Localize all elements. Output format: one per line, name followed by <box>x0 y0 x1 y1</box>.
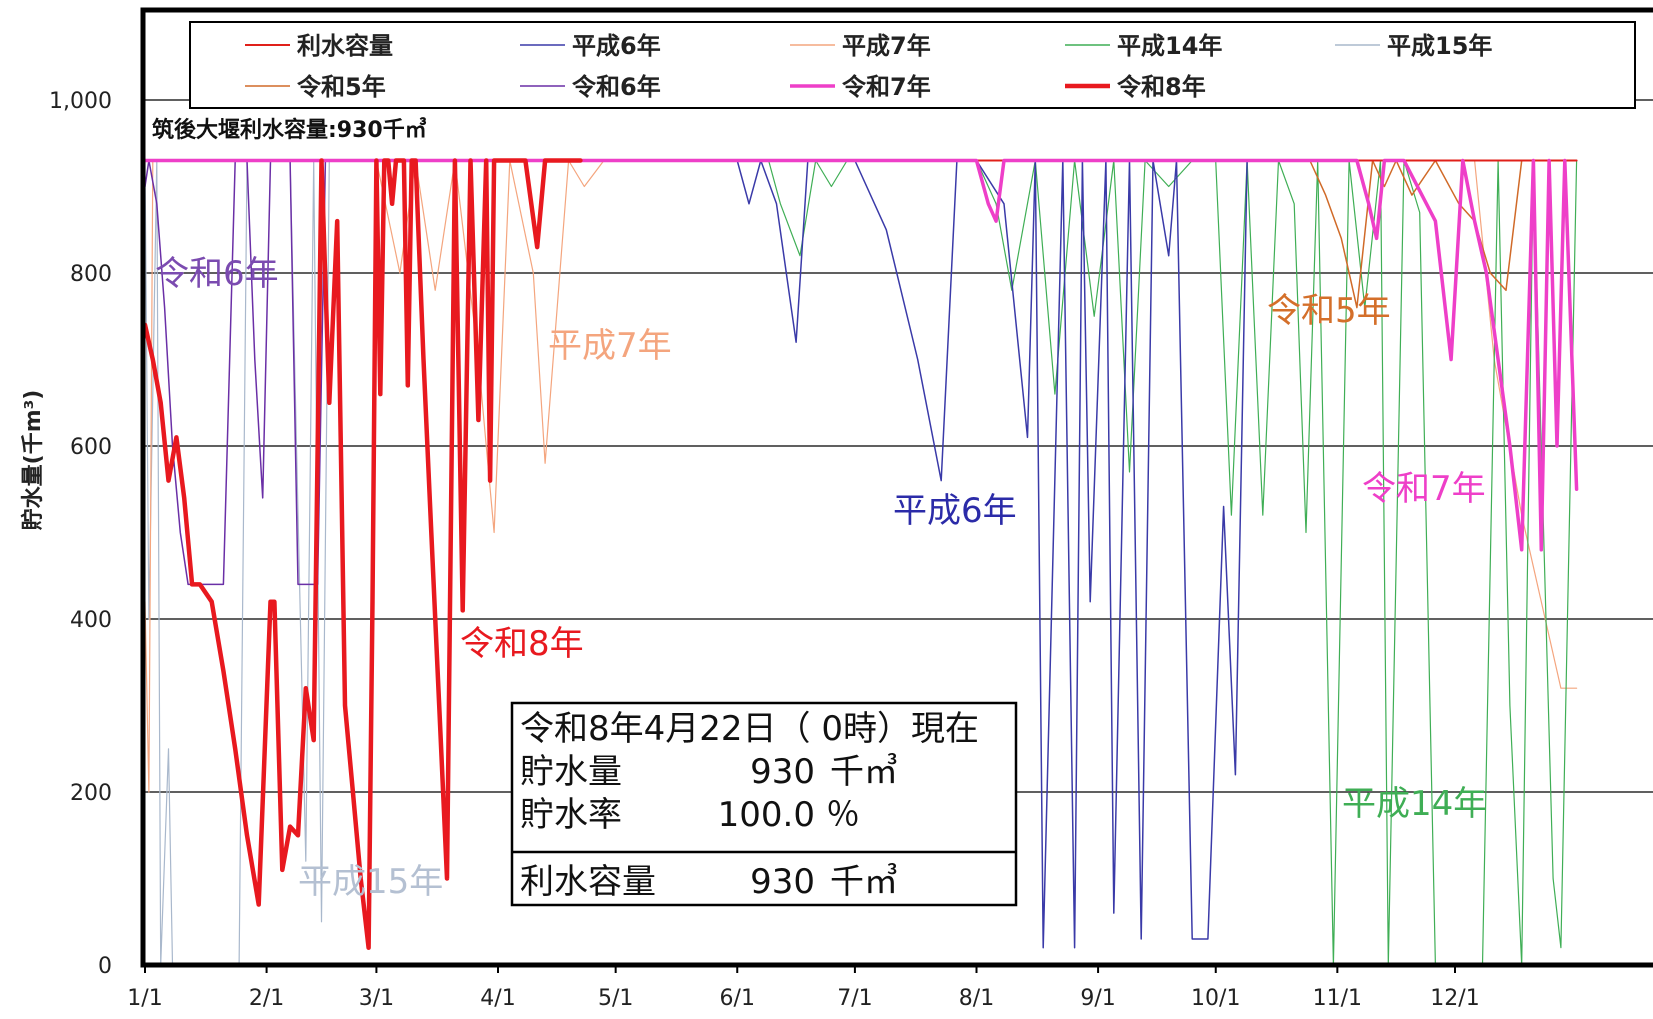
x-tick-label: 11/1 <box>1313 986 1362 1011</box>
info-storage-label: 貯水量 <box>520 752 622 792</box>
series-annotation: 平成14年 <box>1342 784 1487 824</box>
y-tick-label: 200 <box>70 781 112 806</box>
x-tick-label: 1/1 <box>127 986 162 1011</box>
legend-frame <box>189 21 1636 109</box>
y-tick-label: 0 <box>98 954 112 979</box>
y-tick-label: 600 <box>70 435 112 460</box>
x-tick-label: 2/1 <box>249 986 284 1011</box>
y-axis-label: 貯水量(千m³) <box>20 390 46 531</box>
legend-label-平成6年: 平成6年 <box>572 32 661 60</box>
series-line-令和5年 <box>144 159 1578 309</box>
legend-label-令和5年: 令和5年 <box>297 73 386 101</box>
x-tick-label: 6/1 <box>720 986 755 1011</box>
legend-label-令和8年: 令和8年 <box>1117 73 1206 101</box>
legend-label-令和6年: 令和6年 <box>572 73 661 101</box>
info-rate-label: 貯水率 <box>520 795 622 835</box>
y-tick-label: 1,000 <box>49 89 112 114</box>
info-box-frame <box>510 701 1018 907</box>
x-tick-label: 8/1 <box>959 986 994 1011</box>
legend-label-利水容量: 利水容量 <box>297 32 393 60</box>
info-storage-value: 930 <box>750 752 815 792</box>
x-tick-label: 4/1 <box>480 986 515 1011</box>
info-capacity-unit: 千㎥ <box>830 862 898 902</box>
series-annotation: 平成15年 <box>298 862 443 902</box>
y-tick-label: 400 <box>70 608 112 633</box>
series-annotation: 平成7年 <box>548 326 672 366</box>
info-box: 令和8年4月22日（ 0時）現在 貯水量 930 千㎥ 貯水率 100.0 ％ … <box>510 701 1018 907</box>
series-line-令和6年 <box>144 159 1578 586</box>
x-tick-label: 9/1 <box>1080 986 1115 1011</box>
info-capacity-label: 利水容量 <box>520 862 656 902</box>
info-rate-unit: ％ <box>826 795 860 835</box>
series-layer <box>143 158 1579 965</box>
legend-label-令和7年: 令和7年 <box>842 73 931 101</box>
y-tick-label: 800 <box>70 262 112 287</box>
capacity-caption: 筑後大堰利水容量:930千㎥ <box>152 117 427 143</box>
x-axis-ticks: 1/1 2/1 3/1 4/1 5/1 6/1 7/1 8/1 9/1 10/1 11/1 12/1 <box>127 965 1480 1011</box>
info-capacity-value: 930 <box>750 862 815 902</box>
x-tick-label: 10/1 <box>1191 986 1240 1011</box>
x-tick-label: 12/1 <box>1430 986 1479 1011</box>
plot-frame <box>140 7 1653 968</box>
series-annotation: 令和5年 <box>1267 291 1391 331</box>
x-tick-label: 3/1 <box>359 986 394 1011</box>
info-storage-unit: 千㎥ <box>830 752 898 792</box>
x-tick-label: 7/1 <box>837 986 872 1011</box>
legend-label-平成15年: 平成15年 <box>1387 32 1492 60</box>
info-rate-value: 100.0 <box>718 795 815 835</box>
series-annotation: 令和7年 <box>1362 469 1486 509</box>
series-annotation: 令和6年 <box>155 254 279 294</box>
legend-label-平成14年: 平成14年 <box>1117 32 1222 60</box>
series-line-平成14年 <box>144 159 1578 965</box>
x-tick-label: 5/1 <box>598 986 633 1011</box>
legend-label-平成7年: 平成7年 <box>842 32 931 60</box>
series-line-令和7年 <box>143 158 1579 552</box>
y-axis-ticks: 0 200 400 600 800 1,000 <box>49 89 112 979</box>
series-annotation: 平成6年 <box>893 491 1017 531</box>
series-annotation: 令和8年 <box>460 624 584 664</box>
info-date-line: 令和8年4月22日（ 0時）現在 <box>520 709 979 749</box>
series-line-令和8年 <box>143 158 583 950</box>
